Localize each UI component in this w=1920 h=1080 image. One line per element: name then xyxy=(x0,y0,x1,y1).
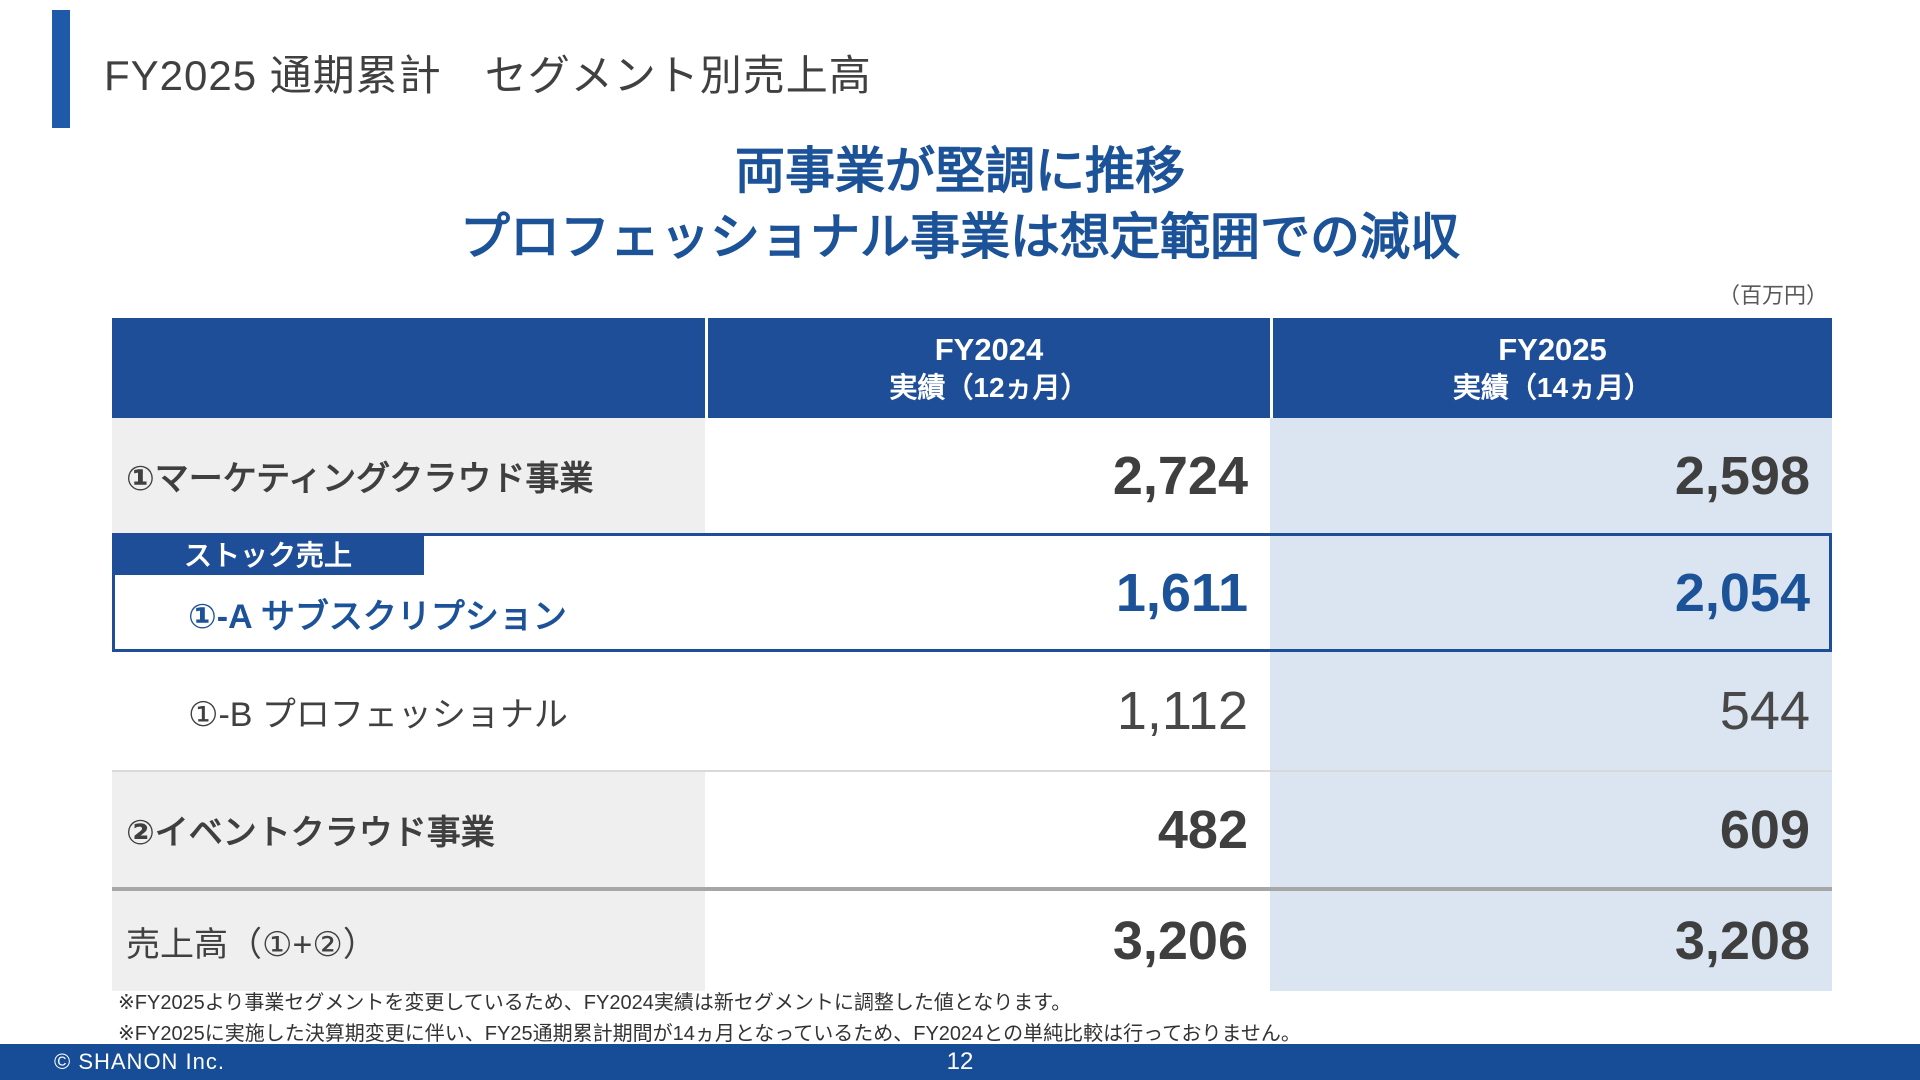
row-label: ①マーケティングクラウド事業 xyxy=(112,418,705,533)
header-fy2025: FY2025 実績（14ヵ月） xyxy=(1270,318,1832,418)
row-label: ①-A サブスクリプション xyxy=(188,598,567,636)
row-fy2024-value: 1,611 xyxy=(1115,562,1248,623)
segment-revenue-table: FY2024 実績（12ヵ月） FY2025 実績（14ヵ月） ①マーケティング… xyxy=(112,318,1832,991)
header-empty-cell xyxy=(112,318,705,418)
table-row-event-cloud: ②イベントクラウド事業 482 609 xyxy=(112,772,1832,891)
table-header-row: FY2024 実績（12ヵ月） FY2025 実績（14ヵ月） xyxy=(112,318,1832,418)
copyright-text: © SHANON Inc. xyxy=(54,1049,226,1074)
footnote-1: ※FY2025より事業セグメントを変更しているため、FY2024実績は新セグメン… xyxy=(118,992,1072,1014)
row-label: ②イベントクラウド事業 xyxy=(112,772,705,887)
row-fy2025-value: 609 xyxy=(1270,772,1832,887)
table-row-marketing-cloud: ①マーケティングクラウド事業 2,724 2,598 xyxy=(112,418,1832,533)
header-fy2025-year: FY2025 xyxy=(1498,332,1607,367)
row-fy2025-value: 544 xyxy=(1270,652,1832,770)
footnote-2: ※FY2025に実施した決算期変更に伴い、FY25通期累計期間が14ヵ月となって… xyxy=(118,1023,1301,1045)
header-fy2025-period: 実績（14ヵ月） xyxy=(1452,372,1653,403)
row-label: ①-B プロフェッショナル xyxy=(188,695,568,734)
headline-line2: プロフェッショナル事業は想定範囲での減収 xyxy=(460,209,1460,265)
headline-line1: 両事業が堅調に推移 xyxy=(735,143,1185,199)
page-number: 12 xyxy=(946,1048,974,1075)
row-fy2024-value: 482 xyxy=(1157,799,1248,860)
stock-revenue-badge: ストック売上 xyxy=(112,533,424,575)
row-fy2025-value: 2,598 xyxy=(1270,418,1832,533)
row-label: 売上高（①+②） xyxy=(112,891,705,991)
table-row-subscription: ストック売上 ①-A サブスクリプション 1,611 2,054 xyxy=(112,533,1832,652)
unit-note: （百万円） xyxy=(1717,283,1828,308)
headline: 両事業が堅調に推移 プロフェッショナル事業は想定範囲での減収 xyxy=(0,138,1920,270)
header-fy2024: FY2024 実績（12ヵ月） xyxy=(705,318,1270,418)
footer-bar: © SHANON Inc. 12 xyxy=(0,1044,1920,1080)
subscription-label-cell: ストック売上 ①-A サブスクリプション xyxy=(112,533,705,652)
row-fy2024-value: 3,206 xyxy=(1112,911,1248,971)
row-fy2024-value: 2,724 xyxy=(1112,445,1248,506)
header-fy2024-year: FY2024 xyxy=(934,332,1044,367)
row-fy2025-value: 3,208 xyxy=(1270,891,1832,991)
header-fy2024-period: 実績（12ヵ月） xyxy=(889,372,1089,403)
footnotes: ※FY2025より事業セグメントを変更しているため、FY2024実績は新セグメン… xyxy=(118,988,1301,1050)
row-fy2024-value: 1,112 xyxy=(1116,681,1248,741)
table-row-total-revenue: 売上高（①+②） 3,206 3,208 xyxy=(112,891,1832,991)
table-row-professional: ①-B プロフェッショナル 1,112 544 xyxy=(112,652,1832,772)
row-fy2025-value: 2,054 xyxy=(1270,533,1832,652)
page-title: FY2025 通期累計 セグメント別売上高 xyxy=(104,52,872,99)
title-accent-bar xyxy=(52,10,70,128)
